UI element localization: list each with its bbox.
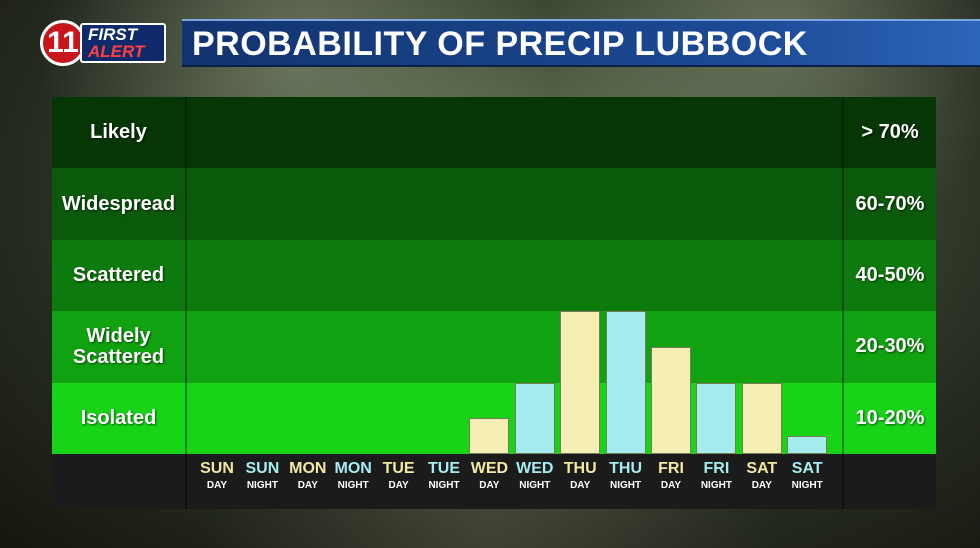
x-tick-period: DAY: [297, 480, 318, 491]
x-tick-label: FRI DAY: [648, 460, 694, 494]
x-tick-period: NIGHT: [519, 480, 551, 491]
x-tick-day: MON: [334, 460, 372, 477]
x-tick-day: SAT: [746, 460, 778, 477]
bar-thu-night: [605, 311, 646, 454]
band-range: 40-50%: [855, 263, 925, 286]
x-tick-period: DAY: [206, 480, 228, 491]
x-tick-period: DAY: [751, 480, 772, 491]
left-divider: [185, 97, 187, 509]
x-tick-label: WED NIGHT: [512, 460, 558, 494]
bar-wed-day: [469, 418, 510, 454]
logo-text-alert: ALERT: [88, 42, 145, 61]
x-tick-label: SAT DAY: [739, 460, 785, 494]
first-alert-badge: FIRST ALERT: [80, 23, 166, 63]
band-label: Isolated: [80, 406, 157, 429]
x-tick-day: SAT: [791, 460, 823, 477]
first-alert-logo: 11 FIRST ALERT: [40, 20, 168, 68]
chart-title: PROBABILITY OF PRECIP LUBBOCK: [192, 25, 808, 63]
x-tick-period: DAY: [570, 480, 591, 491]
bar-wed-night: [514, 382, 555, 454]
x-tick-label: TUE NIGHT: [421, 460, 467, 494]
x-tick-period: NIGHT: [428, 480, 460, 491]
bar-fri-night: [696, 382, 737, 454]
band-label: Likely: [90, 121, 147, 144]
x-tick-label: MON DAY: [285, 460, 331, 494]
logo-text-first: FIRST: [88, 25, 138, 44]
x-tick-day: SUN: [245, 460, 280, 477]
x-tick-label: FRI NIGHT: [693, 460, 739, 494]
band-label: Scattered: [72, 263, 165, 286]
x-tick-label: TUE DAY: [376, 460, 422, 494]
band-scattered: Scattered 40-50%: [52, 239, 936, 312]
x-tick-day: WED: [470, 460, 509, 477]
right-divider: [842, 97, 844, 509]
x-tick-day: SUN: [200, 460, 234, 477]
x-tick-period: NIGHT: [246, 480, 278, 491]
band-label: Widely Scattered: [72, 324, 165, 368]
band-range: 60-70%: [855, 192, 925, 215]
x-tick-day: FRI: [703, 460, 730, 477]
x-tick-day: TUE: [428, 460, 460, 477]
bar-thu-day: [560, 311, 601, 454]
x-tick-day: FRI: [658, 460, 684, 477]
band-widespread: Widespread 60-70%: [52, 168, 936, 240]
band-range: 10-20%: [855, 406, 925, 429]
x-tick-label: WED DAY: [466, 460, 512, 494]
band-range: > 70%: [861, 121, 919, 144]
x-tick-day: THU: [563, 460, 597, 477]
x-tick-period: DAY: [479, 480, 500, 491]
x-tick-label: SUN DAY: [194, 460, 240, 494]
precip-probability-chart: Likely > 70% Widespread 60-70% Scattered 40-5…: [52, 97, 936, 509]
x-tick-day: WED: [516, 460, 554, 477]
x-tick-period: NIGHT: [610, 480, 642, 491]
x-tick-period: DAY: [388, 480, 409, 491]
day-labels-footer: [52, 454, 936, 509]
x-tick-label: MON NIGHT: [330, 460, 376, 494]
x-tick-period: NIGHT: [791, 480, 823, 491]
band-label: Widespread: [61, 192, 176, 215]
title-bar: PROBABILITY OF PRECIP LUBBOCK: [182, 19, 980, 67]
band-widely-scattered: Widely Scattered 20-30%: [52, 311, 936, 383]
x-tick-label: THU NIGHT: [603, 460, 649, 494]
band-likely: Likely > 70%: [52, 97, 936, 169]
x-tick-period: NIGHT: [337, 480, 369, 491]
x-tick-period: NIGHT: [700, 480, 732, 491]
x-tick-day: THU: [609, 460, 643, 477]
x-tick-day: TUE: [382, 460, 415, 477]
x-tick-label: SAT NIGHT: [784, 460, 830, 494]
bar-fri-day: [651, 346, 691, 454]
x-tick-day: MON: [289, 460, 327, 477]
band-range: 20-30%: [855, 335, 925, 358]
channel-11-logo-icon: 11: [40, 20, 86, 66]
x-tick-label: SUN NIGHT: [239, 460, 285, 494]
bar-sat-day: [741, 382, 782, 454]
x-tick-label: THU DAY: [557, 460, 603, 494]
x-tick-period: DAY: [660, 480, 682, 491]
bar-sat-night: [787, 436, 828, 454]
